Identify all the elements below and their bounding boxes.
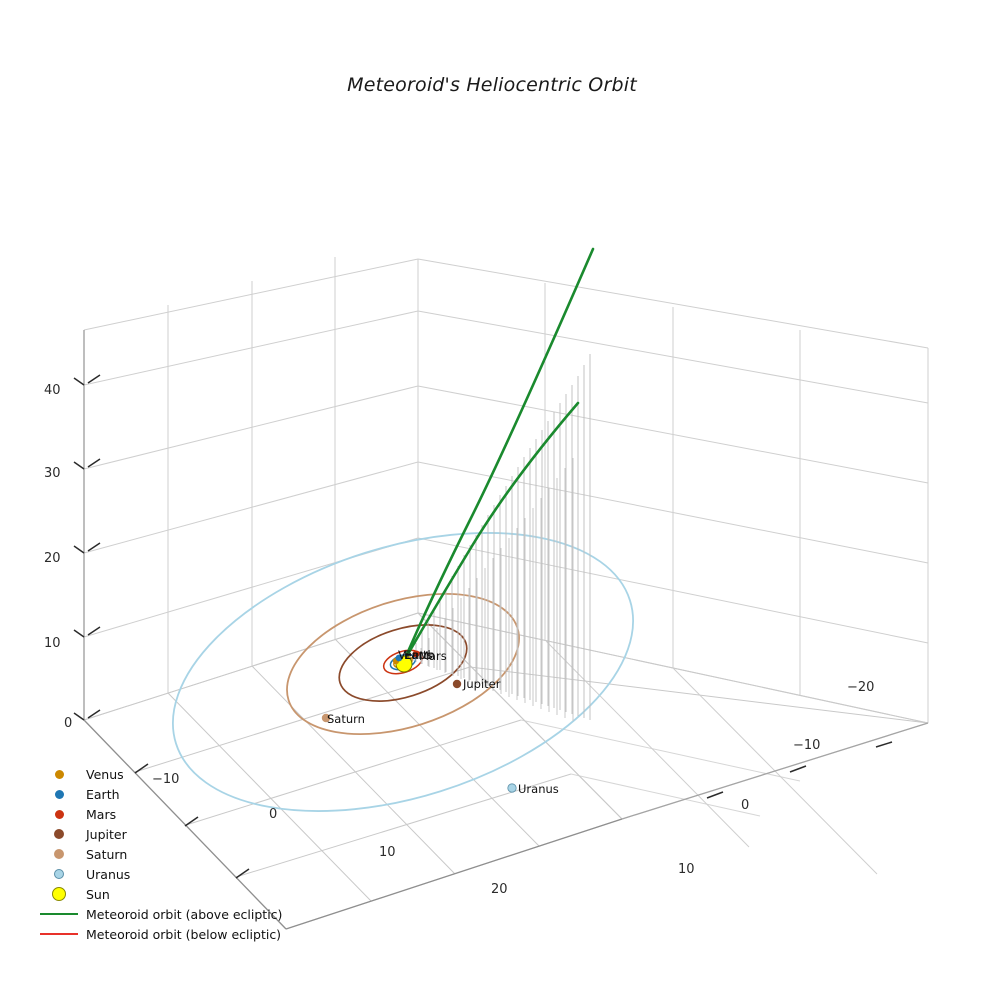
meteoroid-droplines-branch2 [412,458,574,721]
legend-item-mars[interactable]: Mars [36,804,336,824]
label-mars: Mars [419,649,447,663]
meteoroid-droplines [409,354,591,720]
orbit-jupiter [338,624,468,702]
body-marker-jupiter [452,679,462,689]
orbit-uranus [172,532,634,812]
mars-marker-icon [36,809,82,819]
legend-item-jupiter[interactable]: Jupiter [36,824,336,844]
z-tick-30: 30 [44,466,61,481]
z-tick-10: 10 [44,636,61,651]
x-axis-spine [83,719,287,930]
y-tick-neg20: −20 [847,680,875,695]
legend-item-uranus[interactable]: Uranus [36,864,336,884]
legend-label-meteoroid-above: Meteoroid orbit (above ecliptic) [86,906,283,922]
earth-marker-icon [36,789,82,799]
grid-wall-left [83,257,419,721]
z-tick-40: 40 [44,383,61,398]
venus-marker-icon [36,769,82,779]
y-axis-ticks-lower [656,840,739,860]
legend-label-uranus: Uranus [86,866,131,882]
sun-marker-icon [36,887,82,901]
body-marker-uranus [507,783,517,793]
x-tick-neg10: −10 [152,772,180,787]
axis-spines [83,330,929,930]
x-axis-bottom [285,818,623,930]
label-jupiter: Jupiter [463,677,501,691]
legend-label-meteoroid-below: Meteoroid orbit (below ecliptic) [86,926,282,942]
x-tick-20: 20 [491,882,508,897]
legend-item-saturn[interactable]: Saturn [36,844,336,864]
body-marker-earth [395,654,403,662]
meteoroid-orbit-above-branch2 [402,401,580,663]
legend-item-meteoroid-below[interactable]: Meteoroid orbit (below ecliptic) [36,924,336,944]
legend-item-meteoroid-above[interactable]: Meteoroid orbit (above ecliptic) [36,904,336,924]
legend-label-jupiter: Jupiter [86,826,127,842]
label-earth: Earth [404,648,435,662]
y-tick-10: 10 [678,862,695,877]
body-marker-saturn [321,713,331,723]
legend-item-sun[interactable]: Sun [36,884,336,904]
y-tick-neg10: −10 [793,738,821,753]
z-tick-20: 20 [44,551,61,566]
z-tick-0: 0 [64,716,73,731]
y-axis-ticks [706,741,893,799]
legend-item-earth[interactable]: Earth [36,784,336,804]
x-tick-0: 0 [269,807,278,822]
z-axis-ticks-inner [87,374,101,719]
body-marker-mars [412,650,420,658]
z-axis-ticks [73,377,85,721]
x-tick-10: 10 [379,845,396,860]
red-line-icon [36,933,82,935]
jupiter-marker-icon [36,829,82,839]
label-saturn: Saturn [327,712,365,726]
legend-label-saturn: Saturn [86,846,128,862]
legend-item-venus[interactable]: Venus [36,764,336,784]
meteoroid-orbit-above-branch1 [402,247,595,663]
page-title: Meteoroid's Heliocentric Orbit [347,74,637,96]
legend: Venus Earth Mars Jupiter Saturn [36,764,336,944]
x-axis-ticks [134,763,250,879]
legend-label-venus: Venus [86,766,124,782]
x-axis-ticks-2 [366,874,455,915]
label-venus: Venus [398,648,433,662]
green-line-icon [36,913,82,915]
saturn-marker-icon [36,849,82,859]
legend-label-earth: Earth [86,786,120,802]
label-uranus: Uranus [518,782,559,796]
y-tick-0: 0 [741,798,750,813]
uranus-marker-icon [36,869,82,879]
legend-label-sun: Sun [86,886,110,902]
grid-wall-right [417,258,929,724]
legend-label-mars: Mars [86,806,117,822]
